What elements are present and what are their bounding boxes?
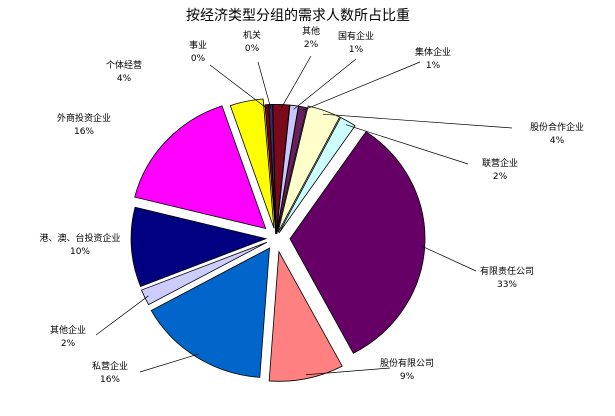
leader-line-private xyxy=(139,353,199,373)
leader-line-organ xyxy=(257,61,272,109)
slice-label-collective: 集体企业 xyxy=(415,46,451,58)
pie-slice-joint-venture xyxy=(278,116,356,234)
pie-slice-joint-stock-cooperative xyxy=(277,105,341,233)
slice-label-foreign-invested: 外商投资企业 xyxy=(57,112,111,124)
pie-slice-individual-business xyxy=(229,98,275,229)
pie-slice-public-institution xyxy=(264,104,277,235)
pie-slice-limited-liability xyxy=(289,131,426,354)
slice-percent-private: 16% xyxy=(100,375,120,385)
pie-slice-hk-macao-taiwan-invested xyxy=(130,206,268,287)
leader-line-state-owned xyxy=(293,58,357,110)
slice-label-joint-stock-cooperative: 股份合作企业 xyxy=(530,121,584,133)
pie-slice-other-enterprise xyxy=(140,241,268,306)
leader-line-joint-stock-cooperative xyxy=(322,113,513,129)
pie-slice-collective xyxy=(276,105,308,235)
slice-percent-hk-macao-taiwan-invested: 10% xyxy=(70,247,90,257)
slice-percent-collective: 1% xyxy=(426,61,441,71)
slice-percent-limited-liability: 33% xyxy=(497,280,517,290)
slice-label-hk-macao-taiwan-invested: 港、澳、台投资企业 xyxy=(39,232,120,244)
slice-label-limited-liability: 有限责任公司 xyxy=(480,265,534,277)
slice-percent-state-owned: 1% xyxy=(349,45,364,55)
slice-labels: 机关 0% 其他 2% 国有企业 1% 集体企业 1% 股份合作企业 4% 联营企业 2% 有限责任公司… xyxy=(39,25,584,385)
pie-slice-foreign-invested xyxy=(134,105,267,230)
slice-percent-joint-venture: 2% xyxy=(493,172,508,182)
leader-lines xyxy=(95,55,513,376)
leader-line-other-enterprise xyxy=(95,295,149,336)
slice-percent-joint-stock-cooperative: 4% xyxy=(550,136,565,146)
slice-percent-organ: 0% xyxy=(245,44,260,54)
slice-percent-other-enterprise: 2% xyxy=(61,339,76,349)
leader-line-public-institution xyxy=(209,64,268,109)
slice-label-joint-venture: 联营企业 xyxy=(482,157,518,169)
slice-percent-foreign-invested: 16% xyxy=(74,127,94,137)
leader-line-joint-stock-limited xyxy=(305,367,391,376)
leader-line-limited-liability xyxy=(420,245,477,272)
leader-line-joint-venture xyxy=(345,124,469,165)
slice-label-joint-stock-limited: 股份有限公司 xyxy=(380,357,434,369)
slice-percent-individual-business: 4% xyxy=(117,74,132,84)
slice-label-private: 私营企业 xyxy=(92,360,128,372)
slice-label-other: 其他 xyxy=(302,25,320,37)
slice-label-individual-business: 个体经营 xyxy=(106,59,142,71)
slice-percent-public-institution: 0% xyxy=(191,54,206,64)
slice-label-other-enterprise: 其他企业 xyxy=(50,324,86,336)
leader-line-other xyxy=(280,55,312,109)
slice-percent-other: 2% xyxy=(304,40,319,50)
pie-slice-joint-stock-limited xyxy=(268,250,343,382)
slice-percent-joint-stock-limited: 9% xyxy=(400,372,415,382)
slice-label-state-owned: 国有企业 xyxy=(338,30,374,42)
chart-title: 按经济类型分组的需求人数所占比重 xyxy=(186,8,410,24)
slice-label-organ: 机关 xyxy=(243,29,261,41)
slice-label-public-institution: 事业 xyxy=(189,39,207,51)
pie-slices xyxy=(130,98,426,382)
leader-line-collective xyxy=(301,61,421,111)
pie-slice-private xyxy=(150,247,270,378)
